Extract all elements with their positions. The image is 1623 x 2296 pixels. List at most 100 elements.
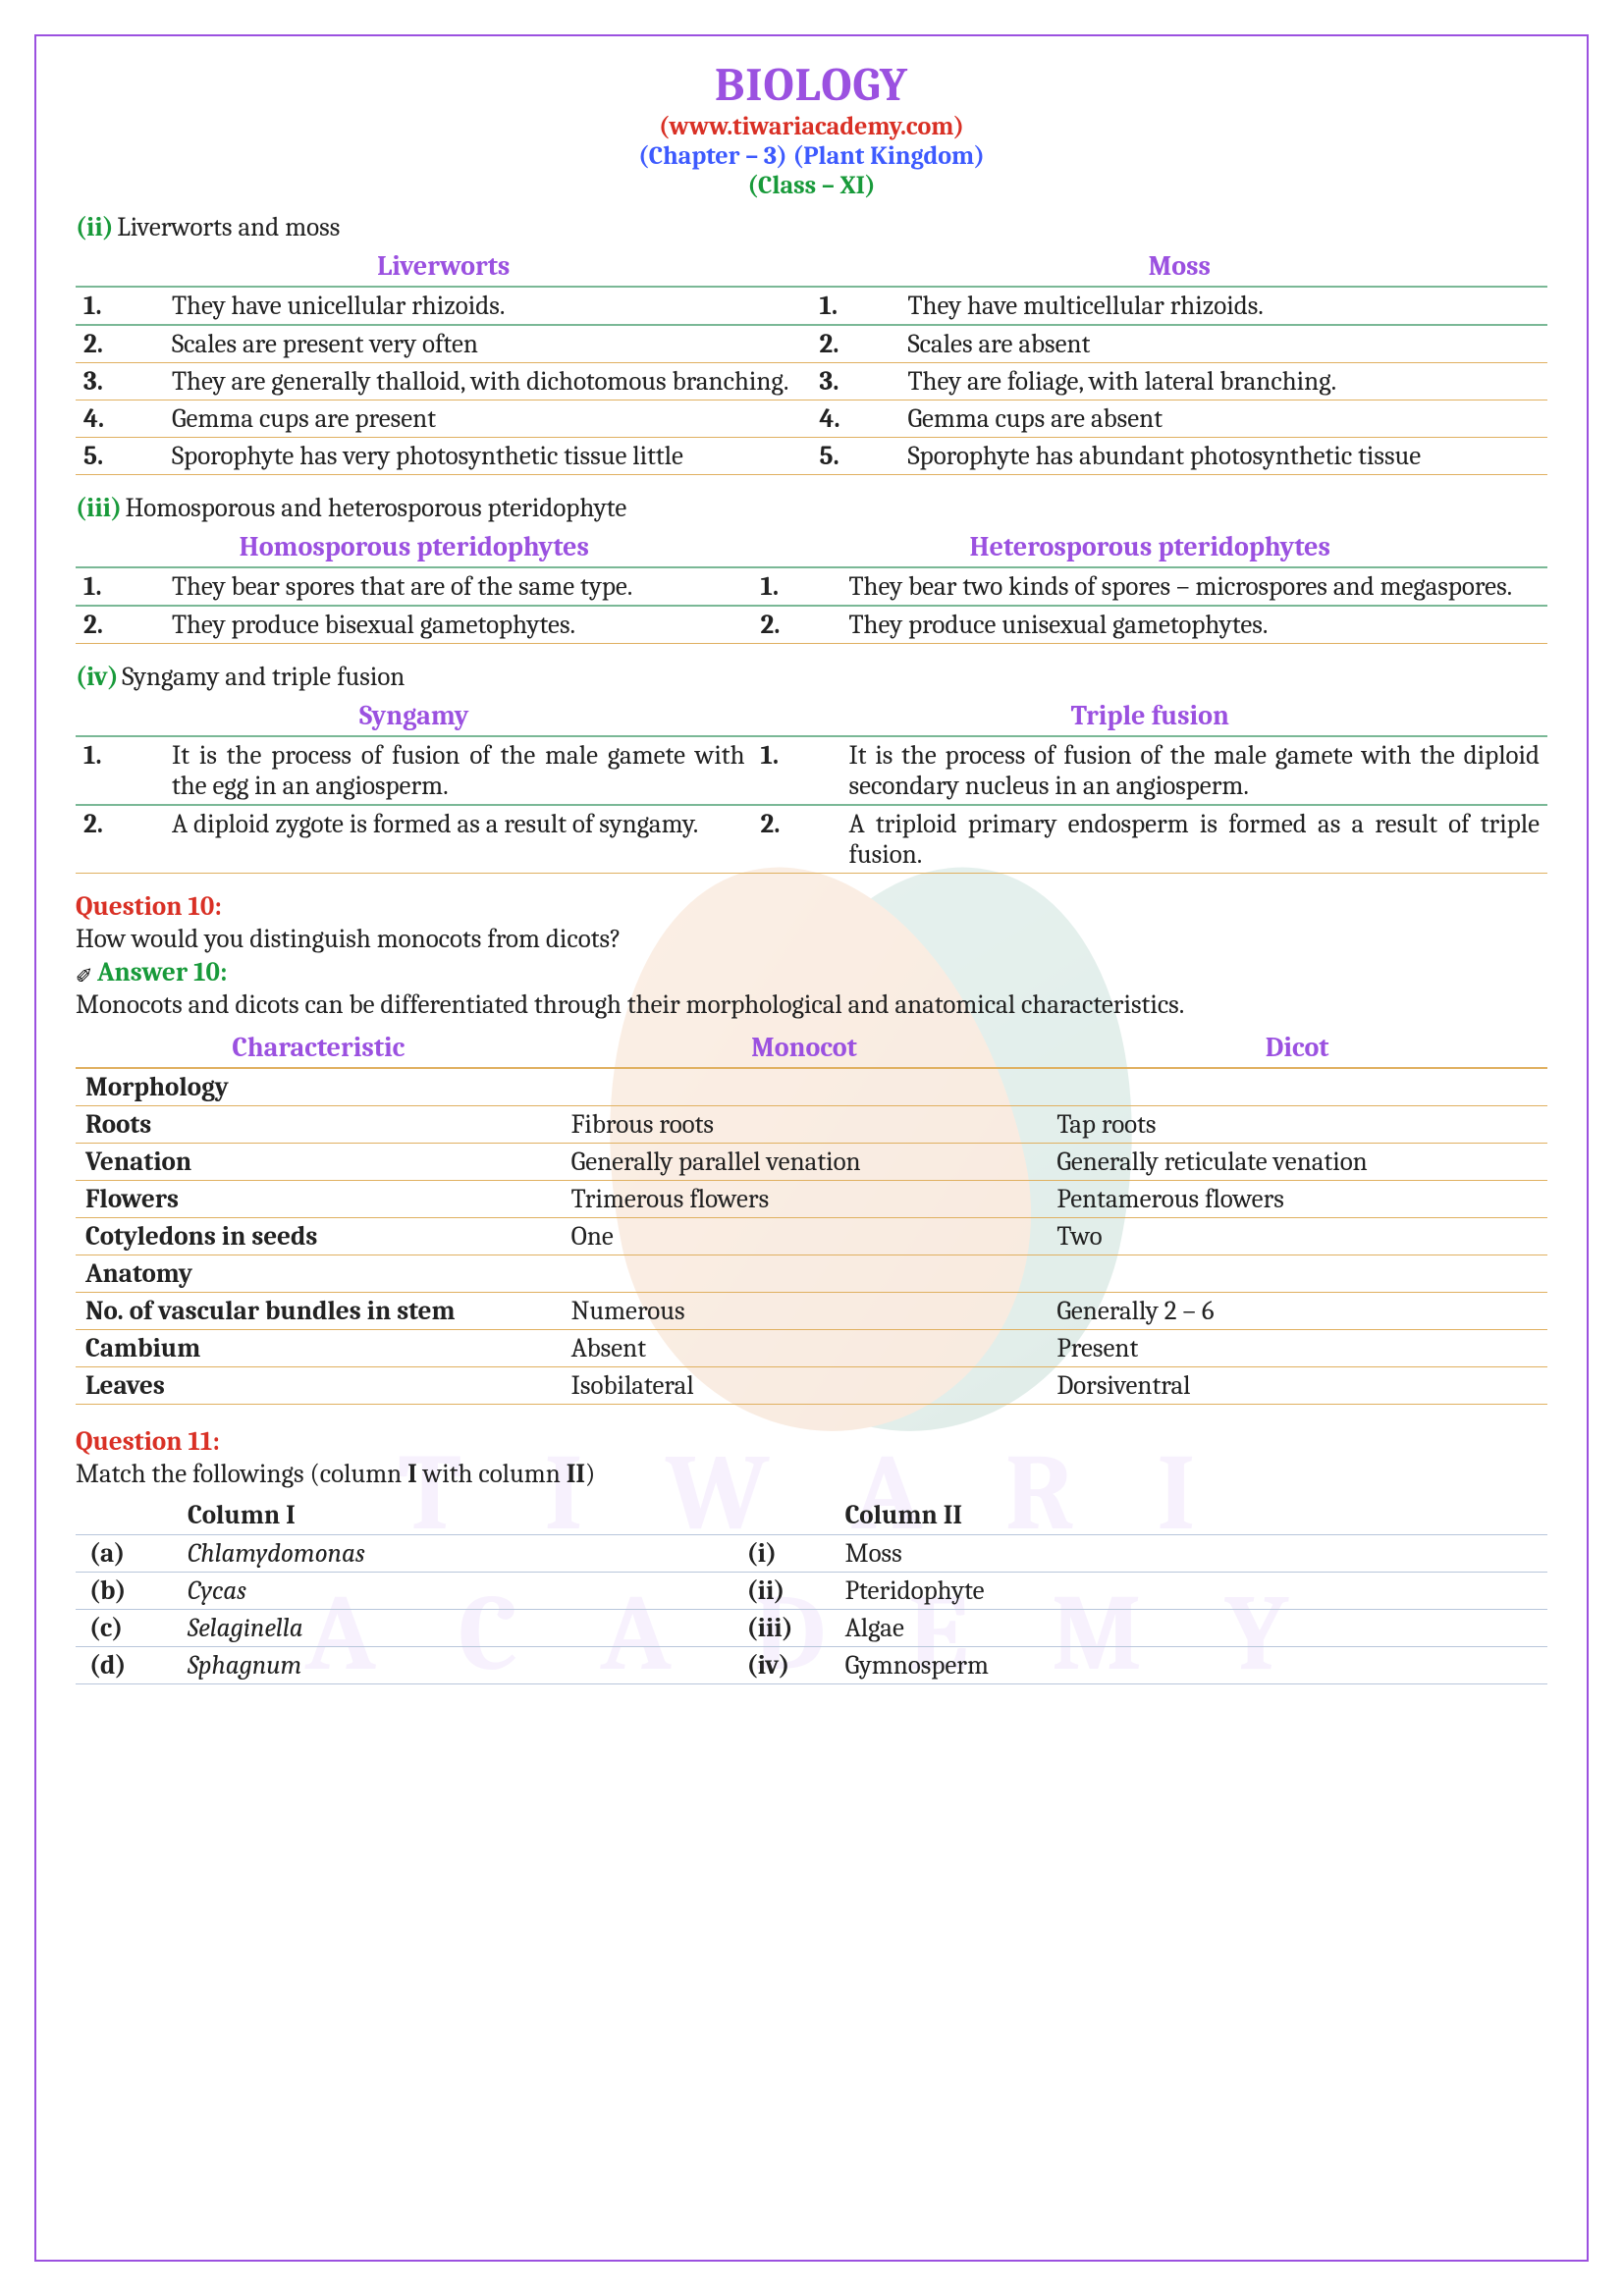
row-left: A diploid zygote is formed as a result o…	[164, 805, 753, 874]
row-left: They produce bisexual gametophytes.	[164, 606, 753, 644]
table-row: 2.They produce bisexual gametophytes.2.T…	[76, 606, 1547, 644]
cell-key-left: (d)	[76, 1647, 174, 1684]
col-1-head: Column I	[174, 1496, 733, 1535]
table-row: Morphology	[76, 1068, 1547, 1106]
table-pteridophytes: Homosporous pteridophytes Heterosporous …	[76, 527, 1547, 644]
row-right: They have multicellular rhizoids.	[899, 287, 1547, 325]
table-row: RootsFibrous rootsTap roots	[76, 1105, 1547, 1143]
blank-head	[76, 1496, 174, 1535]
cell-col1: Sphagnum	[174, 1647, 733, 1684]
row-left: Sporophyte has very photosynthetic tissu…	[164, 438, 812, 475]
class: (Class – XI)	[76, 171, 1547, 200]
question-10-label: Question 10:	[76, 891, 1547, 922]
cell-characteristic: Cotyledons in seeds	[76, 1217, 562, 1255]
cell-col2: Algae	[832, 1610, 1547, 1647]
row-right: Sporophyte has abundant photosynthetic t…	[899, 438, 1547, 475]
table-row: (b)Cycas(ii)Pteridophyte	[76, 1573, 1547, 1610]
row-right: They produce unisexual gametophytes.	[840, 606, 1547, 644]
chapter: (Chapter – 3) (Plant Kingdom)	[76, 141, 1547, 171]
cell-key-right: (i)	[733, 1535, 832, 1573]
section-iii-title: Homosporous and heterosporous pteridophy…	[126, 493, 627, 523]
website: (www.tiwariacademy.com)	[76, 112, 1547, 141]
row-num: 1.	[812, 287, 900, 325]
table-monocot-dicot: Characteristic Monocot Dicot MorphologyR…	[76, 1028, 1547, 1405]
row-num: 4.	[76, 400, 164, 438]
table-row: 2.A diploid zygote is formed as a result…	[76, 805, 1547, 874]
cell-dicot: Dorsiventral	[1047, 1366, 1547, 1404]
table-row: 1.They have unicellular rhizoids.1.They …	[76, 287, 1547, 325]
cell-characteristic: Venation	[76, 1143, 562, 1180]
table-row: No. of vascular bundles in stemNumerousG…	[76, 1292, 1547, 1329]
cell-key-right: (iv)	[733, 1647, 832, 1684]
title: BIOLOGY	[76, 58, 1547, 112]
answer-10-intro: Monocots and dicots can be differentiate…	[76, 988, 1547, 1023]
section-iii-label: (iii)	[76, 493, 122, 523]
col-monocot: Monocot	[562, 1028, 1048, 1068]
row-num: 3.	[76, 363, 164, 400]
row-left: They have unicellular rhizoids.	[164, 287, 812, 325]
col-2-head: Column II	[832, 1496, 1547, 1535]
cell-col1: Cycas	[174, 1573, 733, 1610]
cell-dicot: Generally 2 – 6	[1047, 1292, 1547, 1329]
cell-col2: Pteridophyte	[832, 1573, 1547, 1610]
row-num: 1.	[76, 287, 164, 325]
question-10-text: How would you distinguish monocots from …	[76, 922, 1547, 957]
col-characteristic: Characteristic	[76, 1028, 562, 1068]
section-iv-heading: (iv) Syngamy and triple fusion	[76, 662, 1547, 692]
row-right: A triploid primary endosperm is formed a…	[840, 805, 1547, 874]
row-num: 1.	[753, 736, 841, 805]
row-num: 3.	[812, 363, 900, 400]
col-right-head: Heterosporous pteridophytes	[753, 527, 1547, 567]
document-header: BIOLOGY (www.tiwariacademy.com) (Chapter…	[76, 58, 1547, 200]
cell-characteristic: Flowers	[76, 1180, 562, 1217]
cell-col2: Moss	[832, 1535, 1547, 1573]
row-num: 4.	[812, 400, 900, 438]
section-iv-title: Syngamy and triple fusion	[122, 662, 405, 692]
table-row: (c)Selaginella(iii)Algae	[76, 1610, 1547, 1647]
table-row: 1.They bear spores that are of the same …	[76, 567, 1547, 606]
col-left-head: Syngamy	[76, 696, 753, 736]
cell-key-left: (c)	[76, 1610, 174, 1647]
row-num: 2.	[76, 325, 164, 363]
table-row: VenationGenerally parallel venationGener…	[76, 1143, 1547, 1180]
cell-col2: Gymnosperm	[832, 1647, 1547, 1684]
row-left: It is the process of fusion of the male …	[164, 736, 753, 805]
section-ii-label: (ii)	[76, 212, 114, 242]
row-right: It is the process of fusion of the male …	[840, 736, 1547, 805]
cell-key-right: (iii)	[733, 1610, 832, 1647]
cell-monocot: Fibrous roots	[562, 1105, 1048, 1143]
table-row: CambiumAbsentPresent	[76, 1329, 1547, 1366]
cell-dicot: Tap roots	[1047, 1105, 1547, 1143]
row-right: Scales are absent	[899, 325, 1547, 363]
table-liverworts-moss: Liverworts Moss 1.They have unicellular …	[76, 246, 1547, 475]
table-row: Cotyledons in seedsOneTwo	[76, 1217, 1547, 1255]
table-row: (a)Chlamydomonas(i)Moss	[76, 1535, 1547, 1573]
blank-head	[733, 1496, 832, 1535]
cell-characteristic: Leaves	[76, 1366, 562, 1404]
row-right: They are foliage, with lateral branching…	[899, 363, 1547, 400]
section-iii-heading: (iii) Homosporous and heterosporous pter…	[76, 493, 1547, 523]
row-left: They are generally thalloid, with dichot…	[164, 363, 812, 400]
cell-dicot	[1047, 1068, 1547, 1106]
cell-characteristic: No. of vascular bundles in stem	[76, 1292, 562, 1329]
section-iv-label: (iv)	[76, 662, 119, 692]
col-dicot: Dicot	[1047, 1028, 1547, 1068]
cell-monocot: Generally parallel venation	[562, 1143, 1048, 1180]
cell-characteristic: Anatomy	[76, 1255, 562, 1292]
cell-dicot: Present	[1047, 1329, 1547, 1366]
cell-monocot: Trimerous flowers	[562, 1180, 1048, 1217]
row-right: They bear two kinds of spores – microspo…	[840, 567, 1547, 606]
cell-col1: Selaginella	[174, 1610, 733, 1647]
row-left: They bear spores that are of the same ty…	[164, 567, 753, 606]
row-num: 1.	[76, 567, 164, 606]
row-right: Gemma cups are absent	[899, 400, 1547, 438]
cell-dicot: Pentamerous flowers	[1047, 1180, 1547, 1217]
table-match: Column I Column II (a)Chlamydomonas(i)Mo…	[76, 1496, 1547, 1684]
row-num: 2.	[753, 805, 841, 874]
cell-monocot: Isobilateral	[562, 1366, 1048, 1404]
col-right-head: Moss	[812, 246, 1548, 287]
row-num: 1.	[76, 736, 164, 805]
col-left-head: Liverworts	[76, 246, 812, 287]
cell-dicot: Two	[1047, 1217, 1547, 1255]
cell-col1: Chlamydomonas	[174, 1535, 733, 1573]
